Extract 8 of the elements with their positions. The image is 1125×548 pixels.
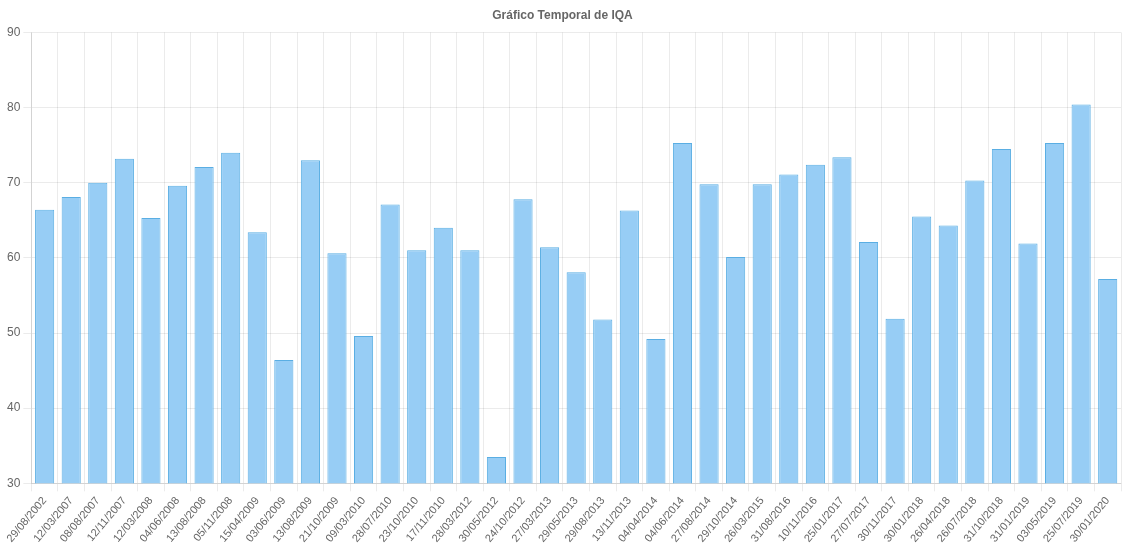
y-tick-label: 90 xyxy=(6,24,21,39)
y-tick-label: 50 xyxy=(6,325,21,340)
y-tick-label: 30 xyxy=(6,475,21,490)
y-tick-label: 40 xyxy=(6,400,21,415)
y-tick-label: 70 xyxy=(6,175,21,190)
chart-title: Gráfico Temporal de IQA xyxy=(492,7,634,22)
y-tick-label: 80 xyxy=(6,99,21,114)
y-tick-label: 60 xyxy=(6,250,21,265)
